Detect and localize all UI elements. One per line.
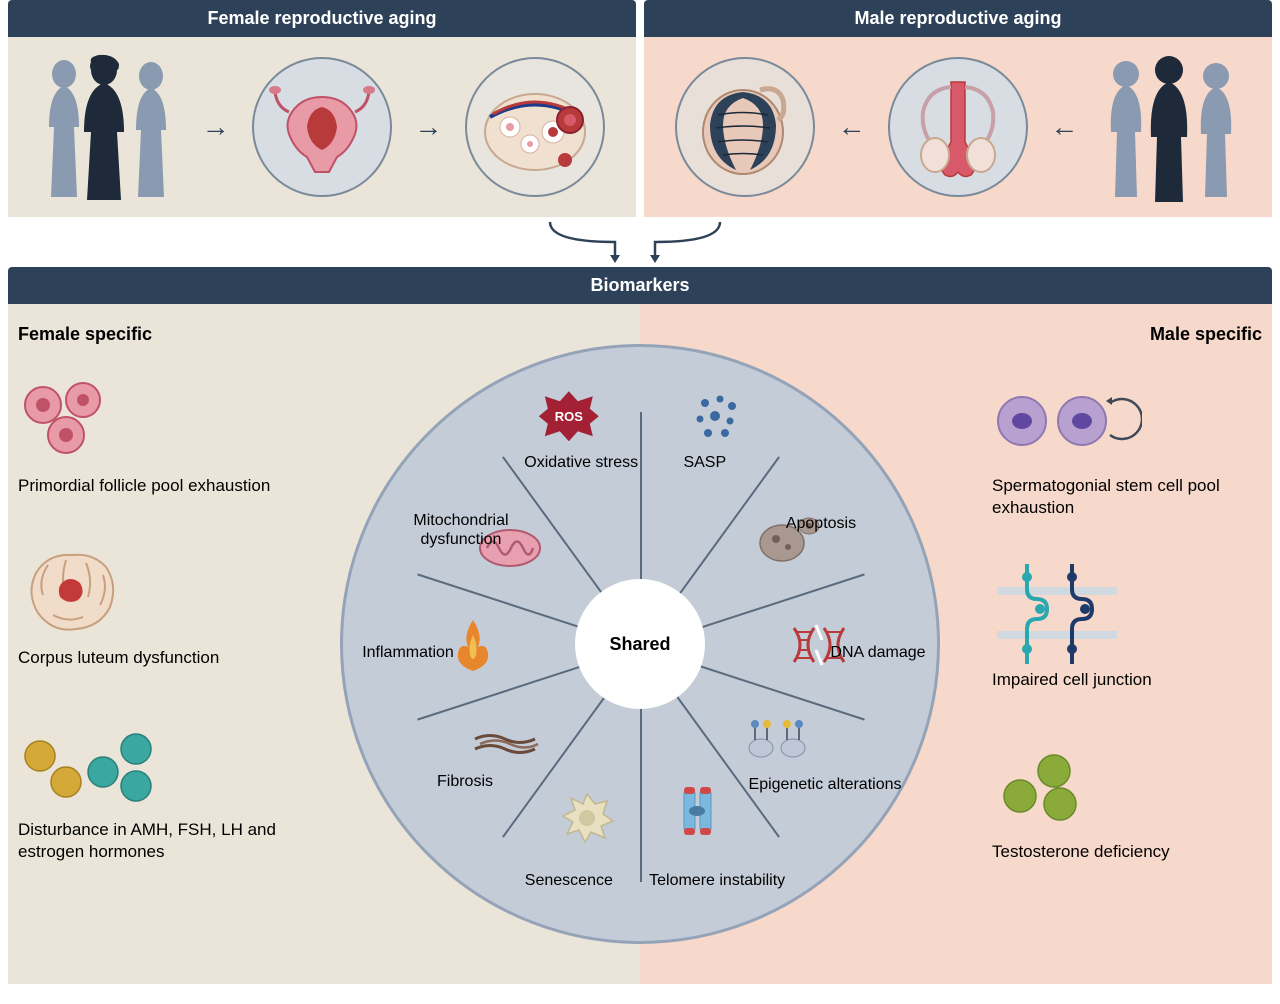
arrow-right-icon: → <box>202 111 230 143</box>
epigenetic-icon <box>696 714 856 769</box>
wheel-wedge-label: Inflammation <box>328 637 488 662</box>
cell-junction-icon <box>992 569 1262 659</box>
male-panel: Male reproductive aging ← <box>644 0 1272 217</box>
biomarker-body: Female specific Primordial follicle pool… <box>8 304 1272 984</box>
diagram-container: Female reproductive aging → <box>0 0 1280 1004</box>
female-item: Corpus luteum dysfunction <box>18 547 288 669</box>
shared-wheel: Shared SASPApoptosisDNA damageEpigenetic… <box>340 344 940 944</box>
wheel-wedge-label: Senescence <box>489 865 649 890</box>
ros-icon: ROS <box>489 389 649 444</box>
follicle-cells-icon <box>18 375 288 465</box>
female-specific-title: Female specific <box>18 324 288 345</box>
arrow-left-icon: ← <box>1050 111 1078 143</box>
wheel-wedge-label: DNA damage <box>798 637 958 662</box>
sasp-dots-icon <box>637 389 797 444</box>
female-item-label: Disturbance in AMH, FSH, LH and estrogen… <box>18 819 288 863</box>
uterus-illustration <box>252 57 392 197</box>
female-panel: Female reproductive aging → <box>8 0 636 217</box>
wheel-wedge-label: Telomere instability <box>637 865 797 890</box>
connector-arrows <box>0 217 1280 267</box>
female-panel-title: Female reproductive aging <box>8 0 636 37</box>
wheel-wedge-label: Oxidative stress <box>501 447 661 472</box>
biomarker-section: Biomarkers Female specific Primordial fo… <box>0 267 1280 1004</box>
biomarker-title: Biomarkers <box>8 267 1272 304</box>
female-item-label: Corpus luteum dysfunction <box>18 647 288 669</box>
male-people-silhouettes-icon <box>1101 52 1241 202</box>
male-specific-column: Male specific Spermatogonial stem cell p… <box>982 304 1272 984</box>
corpus-luteum-icon <box>18 547 288 637</box>
wheel-center-label: Shared <box>575 579 705 709</box>
stem-cell-icon <box>992 375 1262 465</box>
male-item-label: Impaired cell junction <box>992 669 1262 691</box>
male-reproductive-system-illustration <box>888 57 1028 197</box>
male-item: Testosterone deficiency <box>992 741 1262 863</box>
hormone-dots-icon <box>18 719 288 809</box>
arrow-left-icon: ← <box>838 111 866 143</box>
wheel-wedge-label: Fibrosis <box>385 766 545 791</box>
top-row: Female reproductive aging → <box>0 0 1280 217</box>
arrow-right-icon: → <box>414 111 442 143</box>
female-specific-column: Female specific Primordial follicle pool… <box>8 304 298 984</box>
female-item-label: Primordial follicle pool exhaustion <box>18 475 288 497</box>
senescence-cell-icon <box>507 788 667 843</box>
ovary-illustration <box>465 57 605 197</box>
male-panel-body: ← ← <box>644 37 1272 217</box>
female-panel-body: → → <box>8 37 636 217</box>
ros-badge: ROS <box>539 391 599 441</box>
male-item-label: Spermatogonial stem cell pool exhaustion <box>992 475 1262 519</box>
female-item: Primordial follicle pool exhaustion <box>18 375 288 497</box>
wheel-wedge-label: Apoptosis <box>741 508 901 533</box>
male-item: Impaired cell junction <box>992 569 1262 691</box>
female-item: Disturbance in AMH, FSH, LH and estrogen… <box>18 719 288 863</box>
green-dots-icon <box>992 741 1262 831</box>
male-item-label: Testosterone deficiency <box>992 841 1262 863</box>
male-panel-title: Male reproductive aging <box>644 0 1272 37</box>
male-specific-title: Male specific <box>992 324 1262 345</box>
female-people-silhouettes-icon <box>39 52 179 202</box>
testis-cross-section-illustration <box>675 57 815 197</box>
wheel-wedge-label: Mitochondrial dysfunction <box>381 505 541 549</box>
shared-wheel-column: Shared SASPApoptosisDNA damageEpigenetic… <box>298 304 982 984</box>
fibrosis-icon <box>425 717 585 772</box>
male-item: Spermatogonial stem cell pool exhaustion <box>992 375 1262 519</box>
